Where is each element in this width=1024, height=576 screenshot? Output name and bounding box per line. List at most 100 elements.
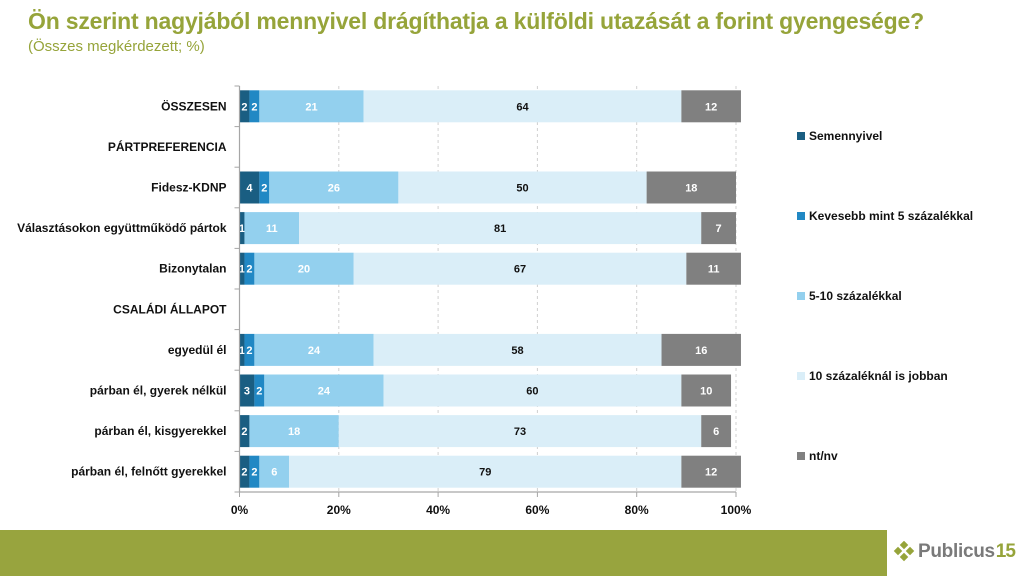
bar-segment <box>249 455 260 488</box>
legend-item: nt/nv <box>797 449 838 463</box>
bar-segment <box>383 374 682 407</box>
data-label: 2 <box>246 264 252 276</box>
bar-segment <box>299 212 702 245</box>
data-label: 12 <box>705 467 717 479</box>
bar-segment <box>239 374 255 407</box>
data-label: 73 <box>514 426 526 438</box>
legend-swatch <box>797 372 805 380</box>
data-label: 12 <box>705 101 717 113</box>
data-label: 24 <box>308 345 321 357</box>
bar-segment <box>239 212 245 245</box>
category-labels: ÖSSZESEN PÁRTPREFERENCIA Fidesz-KDNP Válasz… <box>17 98 227 478</box>
data-label: 16 <box>695 345 707 357</box>
bar-segment <box>264 374 384 407</box>
bar-segment <box>239 333 245 366</box>
data-label: 24 <box>318 386 331 398</box>
bar-segment <box>398 171 647 204</box>
x-tick-labels: 0% 20% 40% 60% 80% 100% <box>231 503 752 517</box>
data-label: 18 <box>685 183 697 195</box>
data-label: 79 <box>479 467 491 479</box>
data-label: 11 <box>266 223 278 235</box>
data-label: 26 <box>328 183 340 195</box>
data-label: 2 <box>241 467 247 479</box>
stacked-bar-chart: 2 2 21 64 124 2 26 50 181 11 81 71 2 20 67 111 2 24 58 163 2… <box>17 85 752 517</box>
data-label: 7 <box>716 223 722 235</box>
bar-segment <box>254 252 354 285</box>
legend-label: nt/nv <box>809 449 838 463</box>
data-label: 1 <box>239 223 245 235</box>
category-label: PÁRTPREFERENCIA <box>108 139 227 154</box>
logo-diamonds-icon <box>893 541 915 562</box>
data-label: 58 <box>511 345 523 357</box>
x-tick-label: 40% <box>426 503 450 517</box>
legend-item: 10 százaléknál is jobban <box>797 369 948 383</box>
bar-segment <box>249 90 260 123</box>
bar-segment <box>373 333 662 366</box>
legend-item: Semennyivel <box>797 129 882 143</box>
data-label: 67 <box>514 264 526 276</box>
category-label: Bizonytalan <box>159 262 226 276</box>
chart-subtitle: (Összes megkérdezett; %) <box>28 38 205 55</box>
category-label: CSALÁDI ÁLLAPOT <box>113 301 227 316</box>
data-label: 50 <box>516 183 528 195</box>
publicus-logo: Publicus 15 <box>893 539 1016 565</box>
bar-segment <box>681 90 741 123</box>
data-label: 60 <box>526 386 538 398</box>
bar-segment <box>239 171 260 204</box>
category-label: egyedül él <box>168 343 227 357</box>
bars: 2 2 21 64 124 2 26 50 181 11 81 71 2 20 67 111 2 24 58 163 2… <box>239 90 741 488</box>
data-label: 10 <box>700 386 712 398</box>
bar-segment <box>244 333 255 366</box>
data-label: 1 <box>239 264 245 276</box>
bar-segment <box>363 90 682 123</box>
data-label: 2 <box>251 467 257 479</box>
bar-segment <box>239 90 250 123</box>
legend-label: Semennyivel <box>809 129 883 143</box>
bar-segment <box>701 212 736 245</box>
bar-segment <box>681 374 732 407</box>
data-label: 2 <box>241 101 247 113</box>
bar-segment <box>249 415 339 448</box>
bar-segment <box>244 212 300 245</box>
footer-bar <box>0 530 887 576</box>
bar-segment <box>353 252 687 285</box>
legend: Semennyivel Kevesebb mint 5 százalékkal 5-… <box>797 0 1017 520</box>
legend-swatch <box>797 212 805 220</box>
category-label: párban él, felnőtt gyerekkel <box>71 465 226 479</box>
bar-segment <box>239 415 250 448</box>
bar-segment <box>269 171 399 204</box>
bar-segment <box>686 252 741 285</box>
legend-swatch <box>797 292 805 300</box>
bar-segment <box>244 252 255 285</box>
bar-segment <box>259 171 270 204</box>
category-label: Fidesz-KDNP <box>151 181 226 195</box>
bar-segment <box>681 455 741 488</box>
x-tick-label: 100% <box>721 503 752 517</box>
category-label: Választásokon együttműködő pártok <box>17 221 227 235</box>
data-label: 6 <box>271 467 277 479</box>
data-label: 20 <box>298 264 310 276</box>
bar-segment <box>661 333 741 366</box>
axes <box>234 85 737 497</box>
data-label: 2 <box>256 386 262 398</box>
bar-segment <box>338 415 702 448</box>
legend-item: 5-10 százalékkal <box>797 289 902 303</box>
legend-swatch <box>797 132 805 140</box>
bar-segment <box>254 374 265 407</box>
data-label: 4 <box>246 183 253 195</box>
data-label: 1 <box>239 345 245 357</box>
data-label: 2 <box>241 426 247 438</box>
data-label: 2 <box>251 101 257 113</box>
bar-segment <box>259 90 364 123</box>
data-label: 3 <box>244 386 250 398</box>
bar-segment <box>289 455 682 488</box>
category-label: párban él, kisgyerekkel <box>94 424 226 438</box>
data-label: 11 <box>708 264 720 276</box>
x-tick-label: 80% <box>625 503 649 517</box>
x-tick-label: 20% <box>327 503 351 517</box>
data-label: 2 <box>261 183 267 195</box>
legend-label: 10 százaléknál is jobban <box>809 369 948 383</box>
category-label: ÖSSZESEN <box>161 98 226 113</box>
bar-segment <box>254 333 374 366</box>
data-label: 64 <box>516 101 529 113</box>
